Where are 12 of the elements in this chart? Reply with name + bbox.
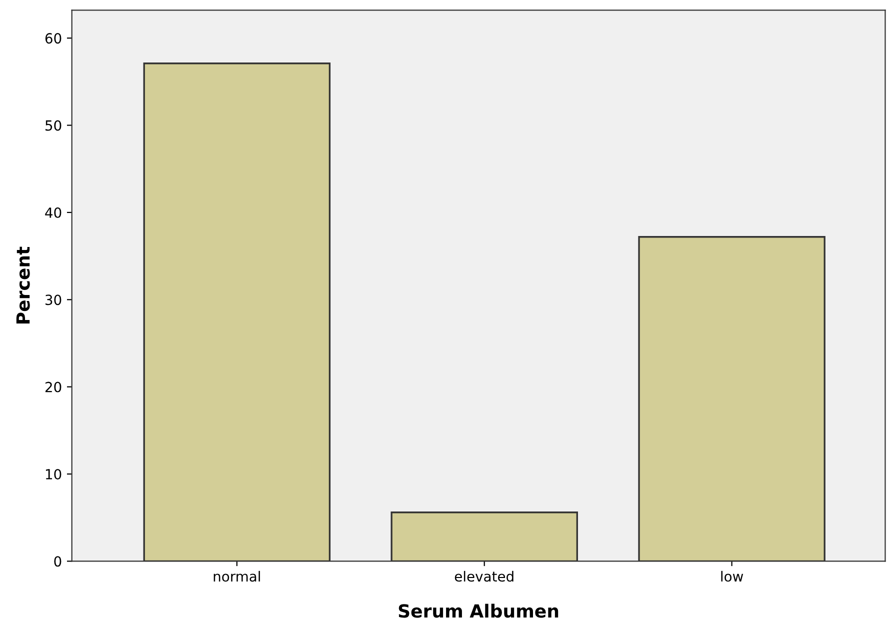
x-tick-label: normal — [214, 570, 260, 582]
y-tick-label: 30 — [46, 294, 62, 306]
y-tick-label: 40 — [45, 207, 62, 218]
y-tick-label: 50 — [46, 120, 62, 131]
x-axis-title: Serum Albumen — [398, 604, 558, 618]
y-axis-title: Percent — [16, 246, 30, 324]
x-tick-label: low — [721, 570, 744, 582]
y-tick-label: 0 — [54, 556, 62, 567]
x-tick-label: elevated — [454, 570, 514, 582]
y-tick-label: 20 — [45, 382, 62, 392]
y-tick-label: 60 — [45, 33, 62, 44]
y-tick-label: 10 — [46, 468, 62, 480]
